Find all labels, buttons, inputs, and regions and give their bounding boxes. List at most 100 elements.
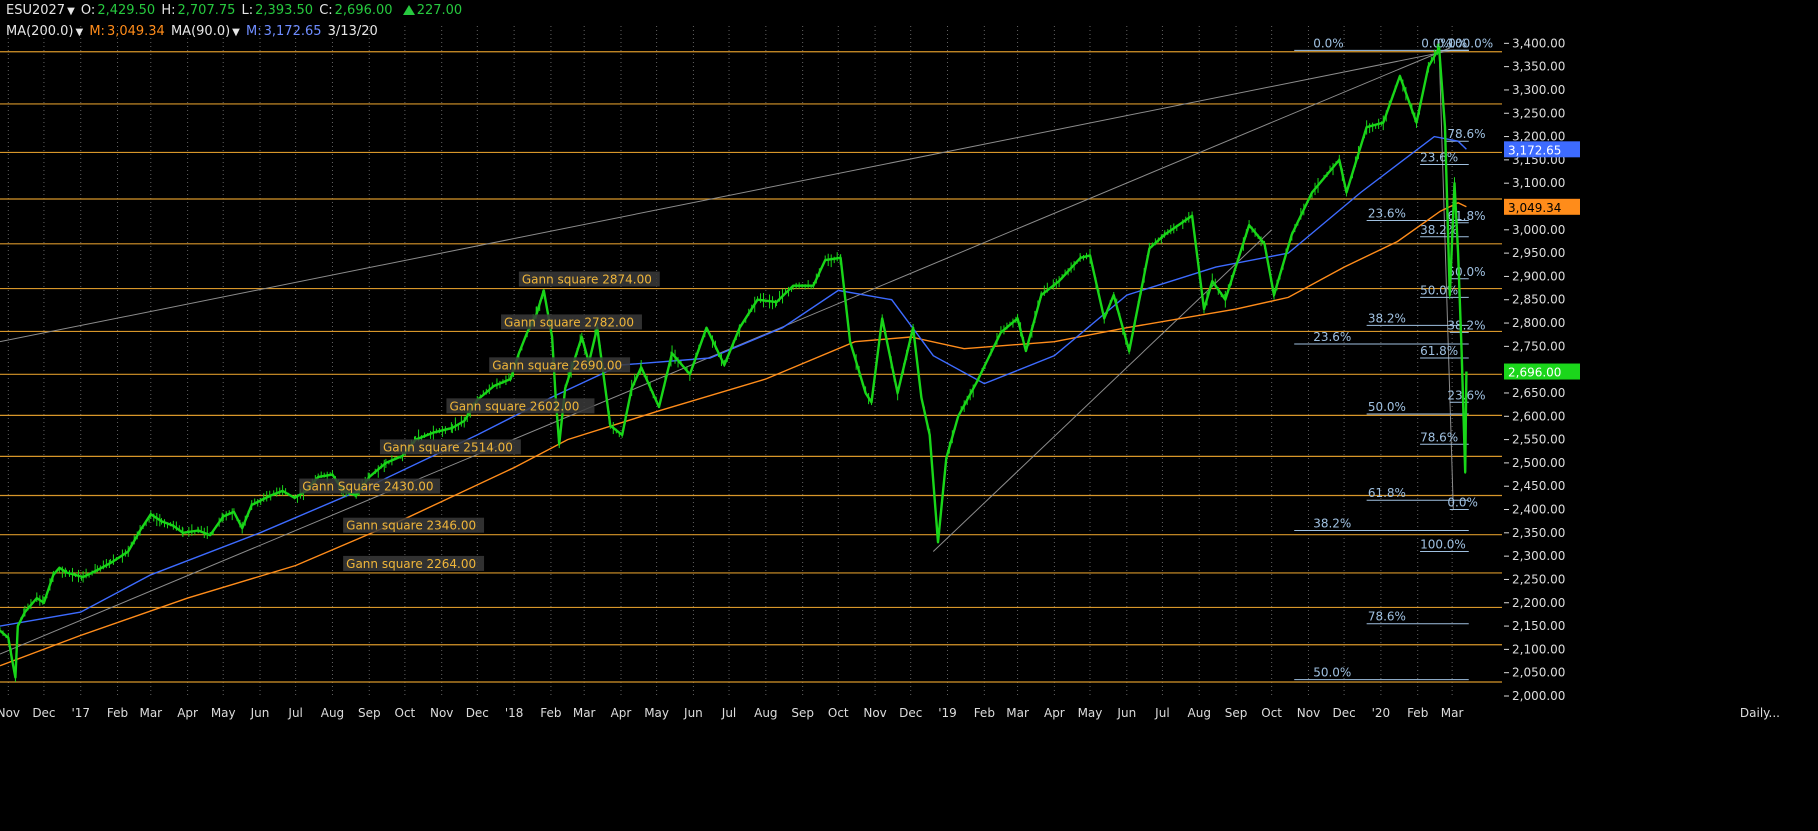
low-value: 2,393.50 <box>255 3 314 18</box>
last-price-tag: 2,696.00 <box>1504 363 1580 380</box>
ma200-label[interactable]: MA(200.0) <box>6 24 74 39</box>
change-value: 227.00 <box>416 3 463 18</box>
gann-label-box <box>343 517 485 533</box>
ma90-value-label: M: <box>246 24 262 39</box>
gann-label-text: Gann square 2690.00 <box>492 358 622 372</box>
gann-label-box <box>518 271 660 287</box>
y-tick-label: 2,750.00 <box>1512 339 1565 353</box>
x-tick-label: Mar <box>139 706 162 720</box>
x-tick-label: Sep <box>1225 706 1248 720</box>
indicator-header: MA(200.0) ▼ M: 3,049.34 MA(90.0) ▼ M: 3,172.… <box>6 24 380 39</box>
x-tick-label: Oct <box>1261 706 1282 720</box>
y-tick-label: 3,300.00 <box>1512 83 1565 97</box>
x-axis[interactable]: Nov Dec '17 Feb Mar Apr May Jun Jul Aug Sep Oct Nov D… <box>0 706 1780 720</box>
price-tag-label: 3,049.34 <box>1508 201 1561 215</box>
x-tick-label: Nov <box>863 706 886 720</box>
price-tag-label: 3,172.65 <box>1508 143 1561 157</box>
fib-level-label: 23.6% <box>1420 151 1458 165</box>
period-label: Daily... <box>1740 706 1780 720</box>
x-tick-label: '18 <box>505 706 524 720</box>
gann-labels: Gann square 2874.00 Gann square 2782.00 Ga… <box>299 271 660 571</box>
fib-level-label: 50.0% <box>1313 666 1351 680</box>
fib-level-label: 100.0% <box>1420 537 1466 551</box>
close-value: 2,696.00 <box>334 3 393 18</box>
gann-label-box <box>299 478 441 494</box>
x-tick-label: '17 <box>71 706 90 720</box>
y-tick-label: 2,500.00 <box>1512 456 1565 470</box>
gann-label-box <box>489 357 631 373</box>
x-tick-label: Feb <box>1407 706 1428 720</box>
x-tick-label: Feb <box>974 706 995 720</box>
ma90-value: 3,172.65 <box>263 24 322 39</box>
x-tick-label: Nov <box>0 706 20 720</box>
y-tick-label: 2,400.00 <box>1512 503 1565 517</box>
fib-level-label: 0.0% <box>1437 36 1468 50</box>
fib-level-label: 78.6% <box>1368 610 1406 624</box>
x-tick-label: Aug <box>754 706 777 720</box>
ma90-price-tag: 3,172.65 <box>1504 141 1580 158</box>
symbol-label[interactable]: ESU2027 <box>6 3 66 18</box>
gann-label: Gann square 2602.00 <box>446 398 595 414</box>
x-tick-label: '20 <box>1372 706 1391 720</box>
gann-label: Gann square 2874.00 <box>518 271 660 287</box>
trend-line <box>1438 47 1454 510</box>
y-tick-label: 2,800.00 <box>1512 316 1565 330</box>
fib-level-label: 50.0% <box>1447 265 1485 279</box>
ma90-label[interactable]: MA(90.0) <box>170 24 231 39</box>
symbol-dropdown-icon[interactable]: ▼ <box>67 6 75 17</box>
y-tick-label: 3,200.00 <box>1512 130 1565 144</box>
y-tick-label: 2,100.00 <box>1512 642 1565 656</box>
y-tick-label: 3,250.00 <box>1512 106 1565 120</box>
low-label: L: <box>241 3 254 18</box>
x-tick-label: May <box>1078 706 1103 720</box>
x-tick-label: Nov <box>430 706 453 720</box>
fib-level-label: 38.2% <box>1313 517 1351 531</box>
y-tick-label: 2,300.00 <box>1512 549 1565 563</box>
gann-label-text: Gann square 2514.00 <box>383 440 513 454</box>
y-tick-label: 2,150.00 <box>1512 619 1565 633</box>
x-tick-label: Jun <box>1116 706 1136 720</box>
trend-line <box>0 49 1453 343</box>
gann-label-box <box>501 314 642 330</box>
fib-level-label: 0.0% <box>1313 36 1344 50</box>
y-tick-label: 3,400.00 <box>1512 36 1565 50</box>
ma200-dropdown-icon[interactable]: ▼ <box>75 27 84 38</box>
x-tick-label: Aug <box>321 706 344 720</box>
price-tag-box <box>1504 363 1580 380</box>
y-tick-label: 2,600.00 <box>1512 409 1565 423</box>
price-tag-box <box>1504 198 1580 215</box>
fib-level-label: 100.0% <box>1447 36 1493 50</box>
ma90-dropdown-icon[interactable]: ▼ <box>232 27 240 38</box>
y-tick-label: 2,900.00 <box>1512 269 1565 283</box>
gann-label-text: Gann square 2602.00 <box>449 399 579 413</box>
ma90-line <box>0 135 1467 627</box>
x-tick-label: Dec <box>466 706 489 720</box>
price-tag-label: 2,696.00 <box>1508 366 1561 380</box>
x-tick-label: Apr <box>177 706 198 720</box>
y-tick-label: 2,050.00 <box>1512 666 1565 680</box>
y-tick-label: 3,000.00 <box>1512 223 1565 237</box>
fib-level-label: 61.8% <box>1368 486 1406 500</box>
x-tick-label: Apr <box>1044 706 1065 720</box>
y-tick-label: 2,550.00 <box>1512 433 1565 447</box>
fib-level-label: 38.2% <box>1368 311 1406 325</box>
gann-label-text: Gann square 2346.00 <box>346 519 476 533</box>
x-tick-label: Apr <box>611 706 632 720</box>
up-arrow-icon <box>402 5 415 15</box>
ma200-price-tag: 3,049.34 <box>1504 198 1580 215</box>
date-label: 3/13/20 <box>327 24 378 39</box>
gann-label: Gann square 2782.00 <box>501 314 642 330</box>
close-label: C: <box>319 3 333 18</box>
y-tick-label: 2,450.00 <box>1512 479 1565 493</box>
gann-label: Gann square 2264.00 <box>343 555 485 571</box>
y-tick-label: 3,350.00 <box>1512 60 1565 74</box>
x-tick-label: Nov <box>1297 706 1320 720</box>
gann-label-box <box>343 555 485 571</box>
x-tick-label: Sep <box>791 706 814 720</box>
x-tick-label: Jul <box>1154 706 1169 720</box>
gann-label-box <box>379 439 521 455</box>
x-tick-label: Mar <box>1006 706 1029 720</box>
x-tick-label: Mar <box>573 706 596 720</box>
fib-level-label: 38.2% <box>1447 318 1485 332</box>
